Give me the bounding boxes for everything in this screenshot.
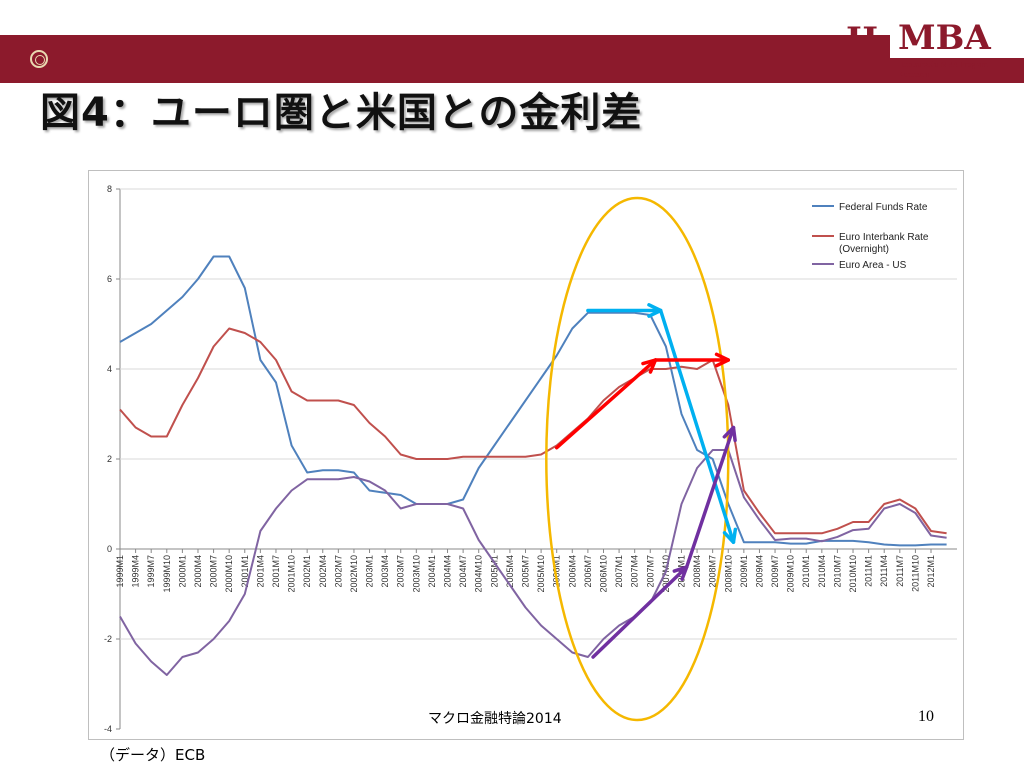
x-tick-label: 2000M4 — [193, 555, 203, 588]
hitotsubashi-mba-logo: H MBA Hitotsubashi MBA Program Kunitachi — [846, 12, 1016, 82]
x-tick-label: 2005M10 — [536, 555, 546, 593]
x-tick-label: 2003M7 — [396, 555, 406, 588]
x-tick-label: 2001M4 — [255, 555, 265, 588]
x-tick-label: 2006M1 — [552, 555, 562, 588]
page-number: 10 — [918, 708, 934, 725]
logo-subtitle: Hitotsubashi MBA Program Kunitachi — [898, 60, 988, 80]
x-tick-label: 2002M7 — [333, 555, 343, 588]
x-tick-label: 2003M10 — [411, 555, 421, 593]
series-line-2 — [119, 449, 947, 676]
x-tick-label: 2004M10 — [474, 555, 484, 593]
x-tick-label: 2009M4 — [754, 555, 764, 588]
highlight-ellipse — [545, 196, 730, 722]
x-tick-label: 2010M7 — [832, 555, 842, 588]
x-tick-label: 2006M7 — [583, 555, 593, 588]
x-tick-label: 2003M1 — [365, 555, 375, 588]
x-tick-label: 2009M1 — [739, 555, 749, 588]
header-band — [0, 35, 890, 83]
x-tick-label: 2011M10 — [910, 555, 920, 592]
grid-lines — [116, 188, 957, 730]
slide-title: 図4：ユーロ圏と米国との金利差 — [40, 90, 643, 136]
y-tick-labels: 8 6 4 2 0 -2 -4 — [104, 184, 112, 734]
y-tick-label: 6 — [107, 274, 112, 284]
x-tick-label: 2010M10 — [848, 555, 858, 593]
x-tick-label: 2003M4 — [380, 555, 390, 588]
x-tick-label: 2008M4 — [692, 555, 702, 588]
y-tick-label: 8 — [107, 184, 112, 194]
x-tick-label: 2009M10 — [786, 555, 796, 593]
series-line-1 — [119, 327, 947, 535]
x-tick-label: 2004M7 — [458, 555, 468, 588]
x-tick-label: 1999M7 — [146, 555, 156, 588]
x-tick-label: 2006M10 — [598, 555, 608, 593]
x-tick-label: 2000M1 — [177, 555, 187, 588]
x-tick-label: 1999M1 — [115, 555, 125, 588]
x-tick-label: 1999M4 — [131, 555, 141, 588]
x-tick-label: 2000M10 — [224, 555, 234, 593]
x-tick-label: 2002M10 — [349, 555, 359, 593]
x-tick-label: 2001M10 — [287, 555, 297, 593]
x-tick-labels: 1999M1 1999M4 1999M7 1999M10 2000M1 2000M4 200… — [115, 555, 936, 593]
x-tick-label: 2011M4 — [879, 555, 889, 587]
y-tick-label: -4 — [104, 724, 112, 734]
legend-label-euro: Euro Interbank Rate — [839, 232, 929, 243]
x-tick-label: 2001M1 — [240, 555, 250, 588]
series-lines — [119, 255, 947, 676]
x-tick-label: 2000M7 — [209, 555, 219, 588]
x-tick-label: 2005M1 — [489, 555, 499, 588]
x-tick-label: 2005M4 — [505, 555, 515, 588]
x-tick-label: 2004M4 — [443, 555, 453, 588]
annotation-arrow — [591, 565, 689, 659]
series-line-0 — [119, 255, 947, 547]
x-tick-label: 2001M7 — [271, 555, 281, 588]
y-tick-label: 0 — [107, 544, 112, 554]
annotation-arrow — [554, 358, 658, 450]
annotation-arrow — [684, 425, 736, 569]
y-tick-label: 4 — [107, 364, 112, 374]
annotation-arrowhead — [722, 425, 737, 443]
x-tick-label: 1999M10 — [162, 555, 172, 593]
x-tick-label: 2004M1 — [427, 555, 437, 588]
legend-label-euro-line2: (Overnight) — [839, 244, 889, 255]
slide-footer: マクロ金融特論2014 — [428, 711, 562, 727]
x-tick-label: 2007M7 — [645, 555, 655, 588]
legend-label-fed: Federal Funds Rate — [839, 202, 928, 213]
x-tick-label: 2005M7 — [521, 555, 531, 588]
x-tick-label: 2002M4 — [318, 555, 328, 588]
x-tick-label: 2010M1 — [801, 555, 811, 588]
logo-name: MBA — [898, 18, 991, 58]
x-tick-label: 2010M4 — [817, 555, 827, 588]
x-tick-label: 2007M1 — [614, 555, 624, 588]
x-tick-label: 2002M1 — [302, 555, 312, 588]
logo-mark: H — [846, 20, 878, 60]
annotation-arrowhead — [722, 527, 738, 544]
x-tick-label: 2007M4 — [630, 555, 640, 588]
x-tick-label: 2008M10 — [723, 555, 733, 593]
logo-subtitle-line1: Hitotsubashi MBA Program — [898, 60, 988, 69]
university-seal-icon — [30, 50, 48, 68]
legend-label-diff: Euro Area - US — [839, 260, 907, 271]
annotation-arrow — [658, 308, 736, 544]
x-tick-label: 2011M7 — [895, 555, 905, 587]
y-tick-label: 2 — [107, 454, 112, 464]
y-tick-label: -2 — [104, 634, 112, 644]
x-tick-label: 2011M1 — [864, 555, 874, 587]
x-tick-label: 2012M1 — [926, 555, 936, 588]
x-tick-label: 2008M7 — [708, 555, 718, 588]
annotations — [545, 196, 738, 722]
annotation-arrowhead — [714, 352, 731, 368]
header-band-right — [890, 58, 1024, 83]
x-tick-label: 2006M4 — [567, 555, 577, 588]
logo-subtitle-line2: Kunitachi — [898, 70, 930, 79]
data-source-note: （データ）ECB — [100, 746, 206, 764]
legend: Federal Funds Rate Euro Interbank Rate (… — [812, 202, 929, 271]
x-tick-label: 2009M7 — [770, 555, 780, 588]
